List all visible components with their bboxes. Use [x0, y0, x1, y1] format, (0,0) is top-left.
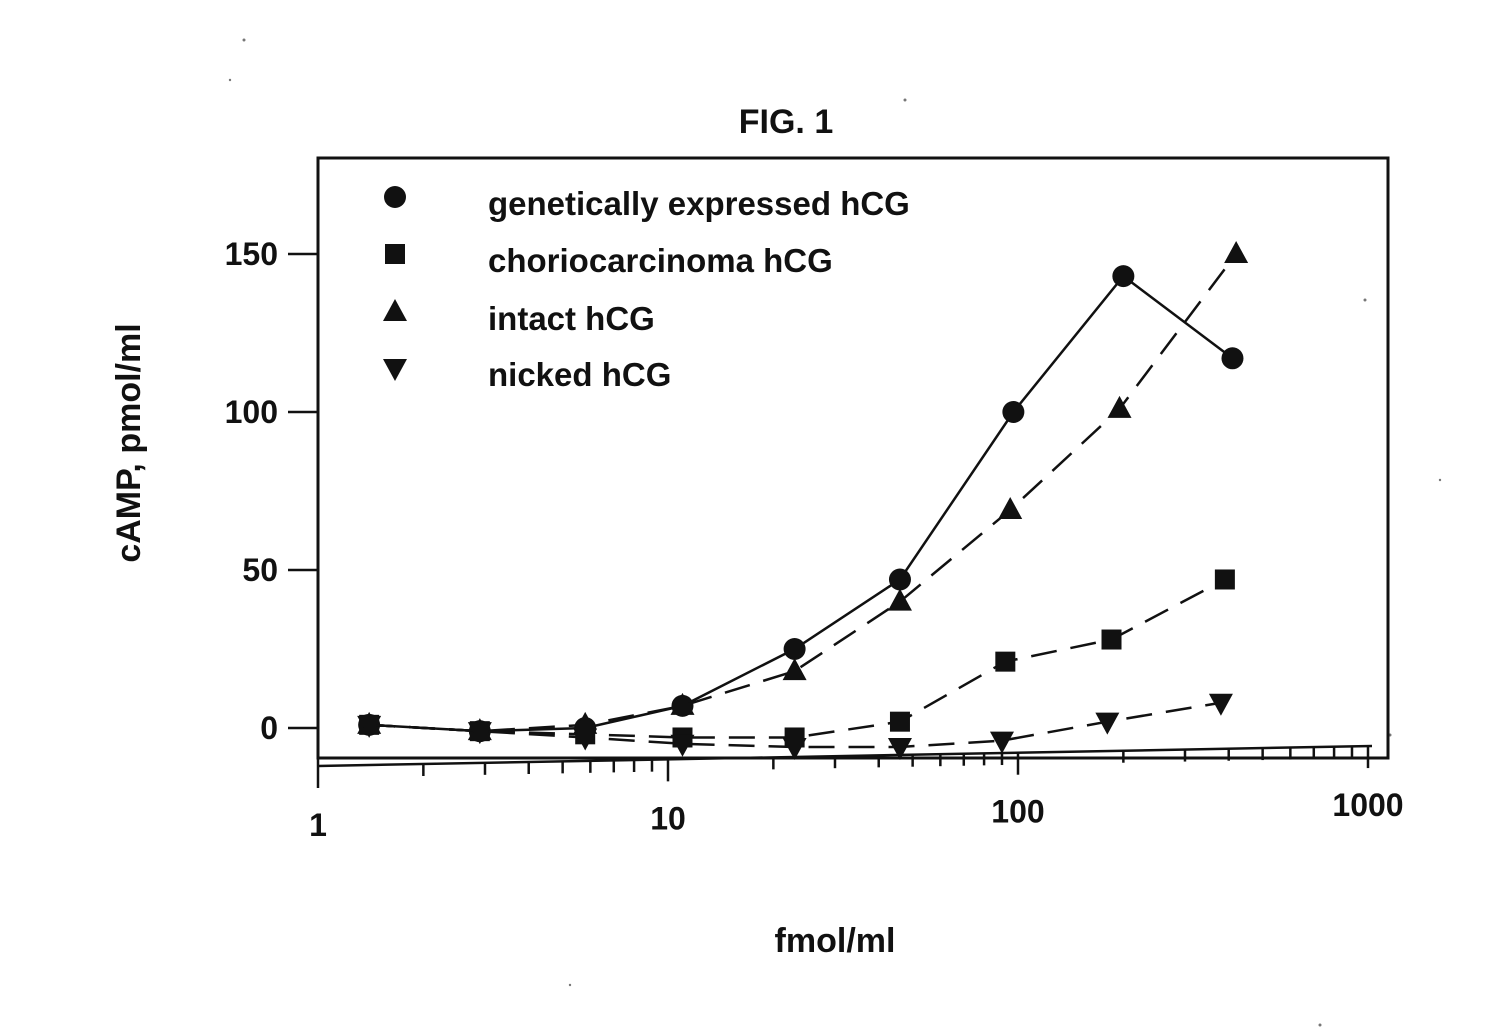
- legend-label: choriocarcinoma hCG: [488, 242, 833, 279]
- x-axis-label: fmol/ml: [775, 922, 896, 960]
- upper-frame: [316, 156, 1390, 760]
- y-tick-label: 50: [242, 552, 278, 588]
- data-point: [782, 737, 807, 760]
- x-tick-label: 1000: [1332, 787, 1403, 823]
- data-point: [887, 737, 912, 760]
- series-triangle-down: [357, 693, 1233, 760]
- data-point: [1107, 395, 1132, 418]
- legend: genetically expressed hCG choriocarcinoma…: [383, 185, 910, 393]
- data-point: [1224, 241, 1249, 263]
- data-point: [998, 496, 1023, 519]
- y-tick-label: 150: [225, 236, 278, 272]
- x-tick-label: 100: [991, 794, 1044, 830]
- figure-title: FIG. 1: [739, 103, 833, 141]
- data-point: [1208, 693, 1233, 716]
- x-axis-line: [317, 744, 1373, 768]
- data-point: [670, 692, 695, 715]
- series-layer: [357, 241, 1249, 760]
- data-point: [573, 728, 598, 751]
- data-point: [888, 568, 911, 591]
- data-point: [989, 731, 1014, 754]
- y-axis-label: cAMP, pmol/ml: [110, 323, 148, 562]
- y-tick-label: 0: [260, 710, 278, 746]
- legend-label: intact hCG: [488, 300, 655, 337]
- data-point: [573, 711, 598, 734]
- x-tick-label: 10: [650, 800, 686, 836]
- data-point: [889, 711, 910, 732]
- legend-marker: [383, 359, 407, 381]
- series-triangle-up: [357, 241, 1249, 741]
- scan-specks: [228, 38, 1442, 1027]
- data-point: [357, 715, 382, 738]
- data-point: [1002, 401, 1025, 423]
- legend-label: genetically expressed hCG: [488, 185, 910, 222]
- series-line: [369, 701, 1222, 749]
- series-line: [369, 253, 1238, 733]
- data-point: [1221, 347, 1244, 370]
- data-point: [783, 638, 806, 660]
- data-point: [1112, 265, 1135, 288]
- data-point: [1095, 712, 1120, 735]
- data-point: [995, 651, 1016, 672]
- y-tick-label: 100: [225, 394, 278, 430]
- y-axis: 0 50 100 150: [225, 158, 320, 766]
- x-tick-label: 1: [309, 807, 327, 843]
- x-axis: 1 10 100 1000: [309, 744, 1404, 843]
- data-point: [670, 734, 695, 757]
- data-point: [467, 722, 492, 745]
- series-line: [369, 274, 1234, 733]
- legend-label: nicked hCG: [488, 356, 671, 393]
- data-point: [782, 658, 807, 681]
- legend-marker: [385, 244, 405, 264]
- data-point: [1101, 629, 1122, 650]
- legend-marker: [384, 186, 406, 208]
- legend-marker: [383, 299, 407, 321]
- data-point: [887, 588, 912, 611]
- data-point: [1214, 569, 1235, 590]
